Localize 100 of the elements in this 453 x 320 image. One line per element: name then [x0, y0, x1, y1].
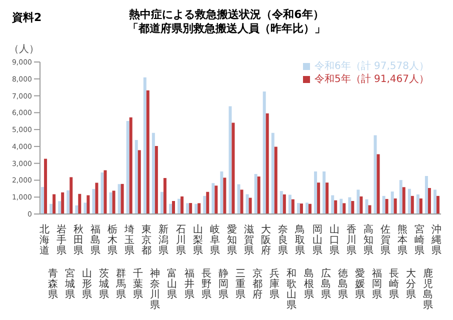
bar — [246, 194, 249, 214]
x-tick-label: 長崎県 — [389, 268, 400, 300]
bar — [237, 184, 240, 214]
bar — [160, 192, 164, 214]
bar — [433, 190, 436, 214]
bar — [95, 182, 98, 214]
bar — [100, 172, 104, 214]
x-tick-label: 群馬県 — [115, 268, 126, 300]
x-tick-label: 茨城県 — [98, 268, 109, 300]
bar — [360, 196, 363, 214]
bar — [390, 192, 394, 214]
bar — [322, 171, 326, 214]
x-tick-label: 石川県 — [176, 224, 186, 256]
x-tick-label: 高知県 — [363, 224, 374, 256]
bar — [52, 194, 56, 214]
x-tick-label: 富山県 — [167, 268, 178, 300]
x-tick-label: 沖縄県 — [430, 224, 442, 256]
bar — [348, 197, 352, 214]
bar — [214, 186, 218, 214]
bar — [61, 192, 64, 214]
bar — [306, 202, 309, 214]
bar — [66, 190, 70, 214]
bar — [291, 199, 294, 214]
legend-label: 令和6年（計 97,578人） — [314, 60, 429, 73]
bar — [126, 120, 130, 214]
bar — [340, 198, 343, 214]
bar — [169, 204, 172, 214]
text: 資料2 — [12, 10, 42, 25]
bar — [334, 200, 338, 214]
x-tick-label: 熊本県 — [398, 224, 408, 256]
x-tick-label: 岐阜県 — [210, 224, 220, 256]
bar — [154, 146, 158, 214]
x-tick-label: 新潟県 — [158, 224, 169, 256]
x-tick-label: 三重県 — [236, 268, 246, 300]
bar — [186, 203, 190, 214]
x-tick-label: 埼玉県 — [124, 224, 135, 256]
bar — [308, 204, 312, 214]
x-tick-label: 長野県 — [201, 268, 212, 300]
x-tick-label: 宮城県 — [64, 268, 75, 300]
bar — [394, 198, 397, 214]
bar — [152, 132, 155, 214]
x-tick-label: 山形県 — [82, 268, 92, 300]
bar — [416, 194, 420, 214]
bar — [342, 203, 346, 214]
x-tick-label: 山梨県 — [192, 224, 203, 256]
bar — [212, 183, 215, 214]
bar — [282, 194, 286, 214]
bar — [118, 184, 121, 214]
bar — [382, 196, 386, 214]
x-tick-label: 青森県 — [48, 268, 58, 300]
x-tick-label: 愛媛県 — [354, 268, 365, 300]
bar — [402, 187, 406, 214]
x-tick-label: 滋賀県 — [244, 224, 254, 256]
bar — [84, 202, 87, 214]
bar — [374, 135, 377, 214]
bar — [206, 192, 210, 214]
legend-label: 令和5年（計 91,467人） — [314, 73, 429, 86]
bar — [134, 140, 138, 214]
bar — [365, 199, 368, 214]
x-tick-label: 愛知県 — [226, 224, 237, 256]
bar — [86, 195, 90, 214]
bar — [266, 113, 269, 214]
bar — [376, 154, 380, 214]
x-tick-label: 佐賀県 — [380, 224, 391, 256]
x-tick-label: 山口県 — [329, 224, 340, 256]
bar — [143, 77, 146, 214]
bar — [112, 190, 116, 214]
bar — [436, 196, 440, 214]
x-tick-label: 千葉県 — [133, 268, 144, 300]
bar — [271, 132, 274, 214]
bar — [314, 171, 318, 214]
bar — [262, 92, 266, 214]
bar — [274, 146, 278, 214]
bar — [78, 194, 82, 214]
x-tick-label: 福岡県 — [372, 268, 382, 300]
bar — [198, 203, 201, 214]
bar — [129, 117, 132, 214]
bar — [70, 177, 73, 214]
x-tick-label: 岩手県 — [56, 224, 66, 256]
chart-subtitle: 「都道府県別救急搬送人員（昨年比）」 — [128, 22, 326, 35]
bar — [92, 189, 96, 214]
x-tick-label: 兵庫県 — [270, 268, 280, 300]
bar — [424, 176, 428, 214]
bar — [75, 205, 78, 214]
bar — [248, 198, 252, 214]
bar — [331, 195, 334, 214]
x-tick-label: 岡山県 — [312, 224, 322, 256]
bar — [408, 188, 411, 214]
bar — [351, 200, 354, 214]
bar — [203, 196, 206, 214]
bar — [178, 198, 181, 214]
bar — [138, 150, 141, 214]
x-tick-label: 東京都 — [142, 224, 152, 256]
y-axis-title: （人） — [9, 44, 39, 55]
bar — [410, 196, 414, 214]
bar — [220, 171, 224, 214]
bar — [109, 192, 112, 214]
bar — [172, 200, 176, 214]
bar — [326, 182, 329, 214]
x-tick-label: 島根県 — [304, 268, 314, 300]
